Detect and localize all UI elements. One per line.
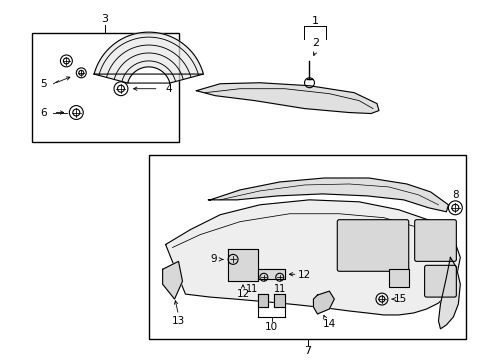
Polygon shape xyxy=(257,294,267,307)
Text: 15: 15 xyxy=(393,294,407,304)
Text: 12: 12 xyxy=(236,289,249,299)
Polygon shape xyxy=(313,291,334,314)
Bar xyxy=(32,33,178,142)
Polygon shape xyxy=(165,200,459,315)
Text: 5: 5 xyxy=(40,79,47,89)
Text: 11: 11 xyxy=(245,284,258,294)
Polygon shape xyxy=(273,294,284,307)
Polygon shape xyxy=(208,178,447,212)
FancyBboxPatch shape xyxy=(414,220,455,261)
Polygon shape xyxy=(228,249,257,281)
Polygon shape xyxy=(196,83,378,113)
Bar xyxy=(148,155,466,339)
FancyBboxPatch shape xyxy=(337,220,408,271)
Text: 8: 8 xyxy=(451,190,458,200)
FancyBboxPatch shape xyxy=(424,265,455,297)
Text: 4: 4 xyxy=(165,84,172,94)
Text: 9: 9 xyxy=(209,255,216,264)
Text: 2: 2 xyxy=(311,38,318,48)
Bar xyxy=(388,269,408,287)
Polygon shape xyxy=(257,269,284,279)
Text: 7: 7 xyxy=(304,346,310,356)
Polygon shape xyxy=(438,257,459,329)
Text: 3: 3 xyxy=(102,14,108,24)
Text: 6: 6 xyxy=(40,108,47,117)
Text: 14: 14 xyxy=(322,319,335,329)
Text: 1: 1 xyxy=(311,16,318,26)
Text: 12: 12 xyxy=(297,270,310,280)
Polygon shape xyxy=(94,32,203,83)
Text: 13: 13 xyxy=(172,316,185,326)
Text: 11: 11 xyxy=(273,284,285,294)
Text: 10: 10 xyxy=(264,322,278,332)
Polygon shape xyxy=(163,261,182,299)
